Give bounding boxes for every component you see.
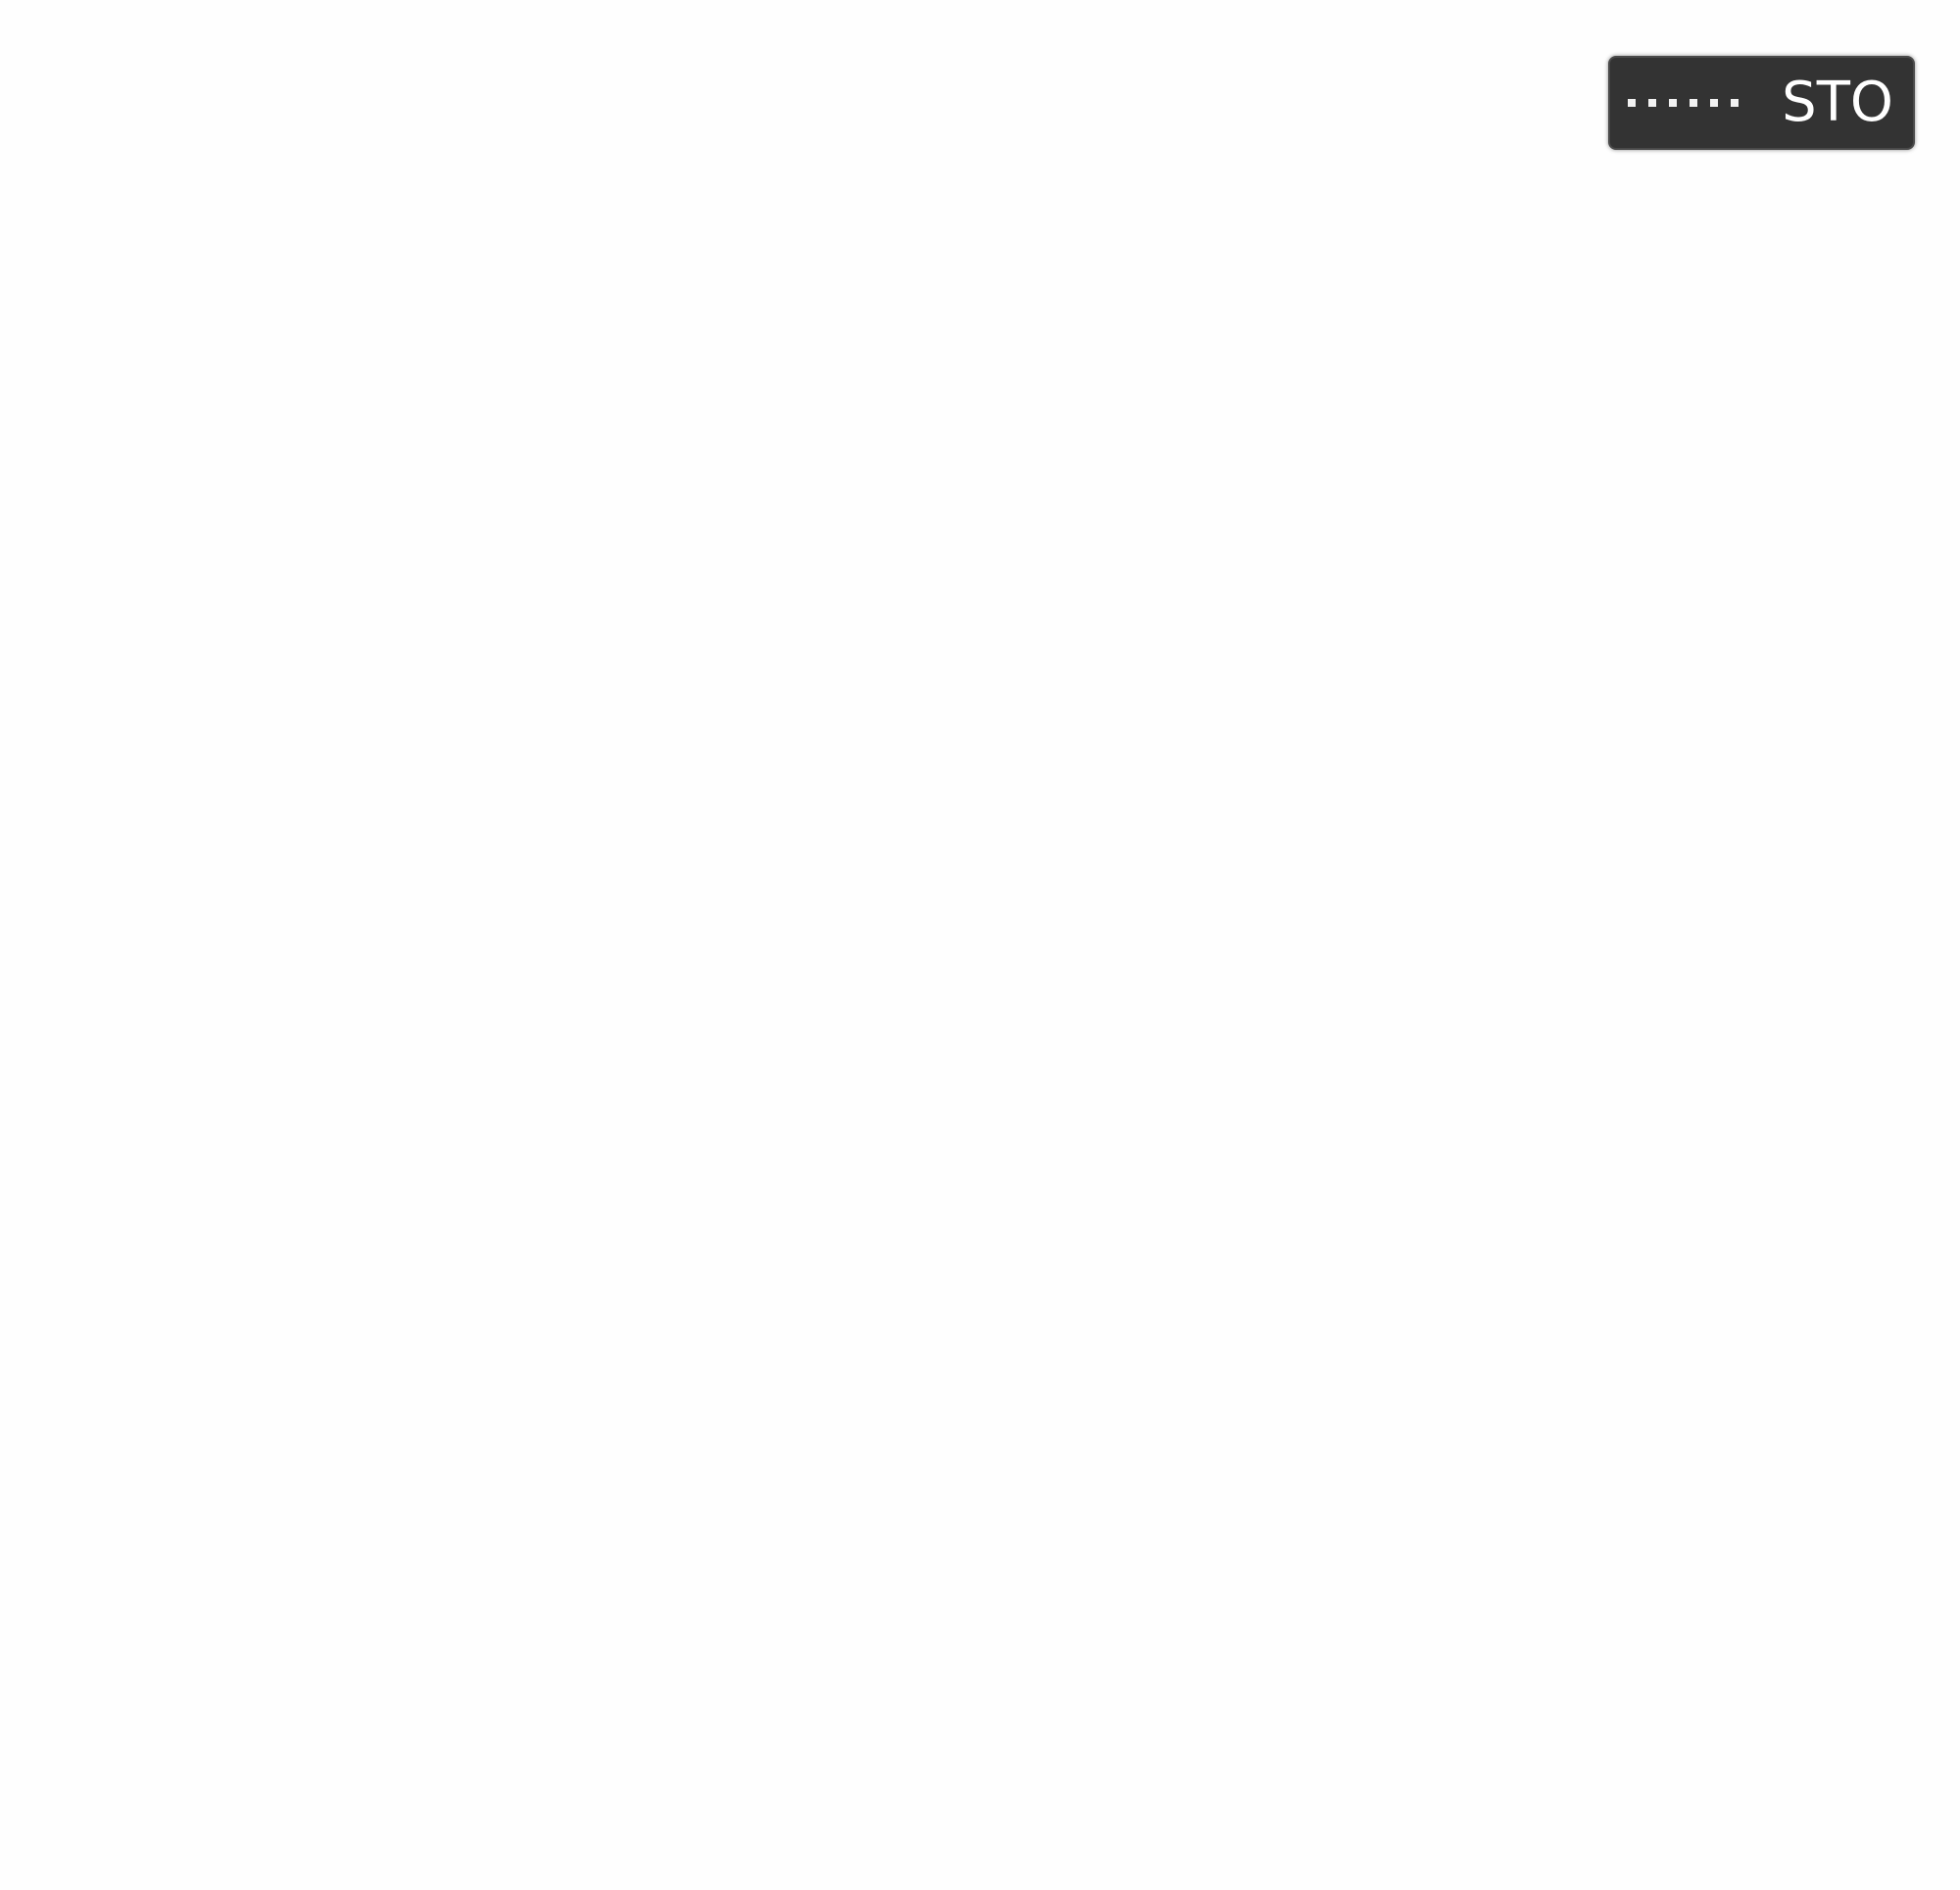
- grip-dot: [1731, 99, 1739, 107]
- grip-dot: [1690, 99, 1697, 107]
- grip-dot: [1669, 99, 1677, 107]
- floating-toolbar: STO: [1608, 56, 1915, 150]
- grip-dots-icon[interactable]: [1628, 58, 1739, 148]
- stop-button[interactable]: STO: [1782, 71, 1893, 134]
- grip-dot: [1648, 99, 1656, 107]
- grip-dot: [1628, 99, 1636, 107]
- grip-dot: [1710, 99, 1718, 107]
